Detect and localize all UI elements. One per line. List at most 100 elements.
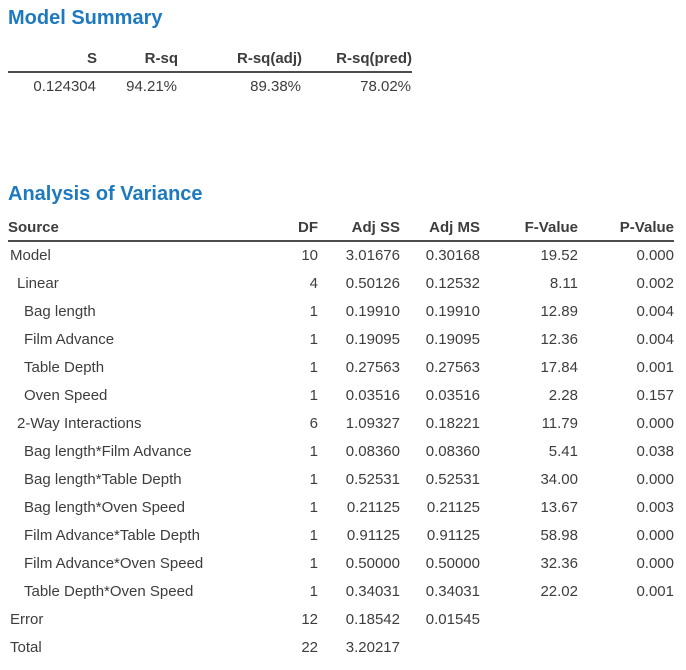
table-row: Film Advance 1 0.19095 0.19095 12.36 0.004 [8,326,674,354]
value-cell: 0.30168 [425,247,480,264]
value-cell: 58.98 [540,527,578,544]
column-header-source: Source [8,219,290,242]
anova-table-body: Model 10 3.01676 0.30168 19.52 0.000 Linear 4 0.… [8,241,674,662]
value-cell: 0.50126 [345,275,400,292]
value-cell: 0.000 [636,471,674,488]
value-cell: 1 [309,471,318,488]
source-cell: Bag length*Table Depth [24,471,182,488]
model-summary-table: S R-sq R-sq(adj) R-sq(pred) 0.124304 94.… [8,50,412,98]
source-cell: Model [10,247,51,264]
source-cell: Table Depth [24,359,105,376]
table-row: Bag length 1 0.19910 0.19910 12.89 0.004 [8,298,674,326]
value-cell: 22.02 [540,583,578,600]
value-cell: 0.000 [636,555,674,572]
value-cell [480,634,578,662]
value-cell: 0.50000 [425,555,480,572]
value-cell: 0.038 [636,443,674,460]
value-cell: 1 [309,303,318,320]
value-cell: 1 [309,499,318,516]
value-cell [480,606,578,634]
value-cell: 0.21125 [346,499,400,516]
value-cell: 1 [309,583,318,600]
value-cell: 1.09327 [345,415,400,432]
value-cell [400,634,480,662]
table-row: Model 10 3.01676 0.30168 19.52 0.000 [8,241,674,270]
value-cell: 6 [309,415,318,432]
value-cell: 1 [309,443,318,460]
column-header-p-value: P-Value [578,219,674,242]
value-cell: 4 [309,275,318,292]
value-cell: 10 [301,247,318,264]
value-cell: 32.36 [540,555,578,572]
value-cell: 0.27563 [425,359,480,376]
value-cell: 0.03516 [345,387,400,404]
source-cell: Film Advance*Table Depth [24,527,200,544]
table-row: 2-Way Interactions 6 1.09327 0.18221 11.79 0.… [8,410,674,438]
table-row: Film Advance*Oven Speed 1 0.50000 0.50000 32… [8,550,674,578]
value-cell: 0.52531 [425,471,480,488]
table-row: Bag length*Oven Speed 1 0.21125 0.21125 13.6… [8,494,674,522]
source-cell: Bag length [24,303,96,320]
value-cell: 0.003 [636,499,674,516]
value-cell: 1 [309,331,318,348]
value-cell: 34.00 [540,471,578,488]
value-cell: 22 [301,639,318,656]
value-cell: 12.89 [540,303,578,320]
value-cell: 5.41 [548,443,578,460]
value-cell: 0.19910 [425,303,480,320]
anova-table: Source DF Adj SS Adj MS F-Value P-Value … [8,219,674,662]
value-cell: 0.91125 [346,527,400,544]
value-cell: 0.18221 [425,415,480,432]
value-cell: 0.08360 [345,443,400,460]
table-row: Film Advance*Table Depth 1 0.91125 0.91125 5… [8,522,674,550]
value-cell: 11.79 [541,415,578,432]
value-cell: 19.52 [540,247,578,264]
value-cell: 0.34031 [345,583,400,600]
table-row: Oven Speed 1 0.03516 0.03516 2.28 0.157 [8,382,674,410]
value-cell: 0.03516 [425,387,480,404]
value-cell: 3.20217 [345,639,400,656]
value-cell: 0.08360 [425,443,480,460]
value-cell: 1 [309,359,318,376]
value-cell: 0.157 [636,387,674,404]
column-header-rsq-adj: R-sq(adj) [178,50,302,73]
model-summary-header-row: S R-sq R-sq(adj) R-sq(pred) [8,50,412,73]
value-cell: 0.19095 [425,331,480,348]
value-cell: 0.52531 [345,471,400,488]
column-header-adj-ms: Adj MS [400,219,480,242]
source-cell: Error [10,611,44,628]
value-cell: 0.19910 [345,303,400,320]
rsq-pred-value: 78.02% [360,78,411,95]
source-cell: Table Depth*Oven Speed [24,583,194,600]
table-row: Error 12 0.18542 0.01545 [8,606,674,634]
value-cell: 0.19095 [345,331,400,348]
value-cell: 0.000 [636,247,674,264]
value-cell: 1 [309,555,318,572]
value-cell: 3.01676 [345,247,400,264]
value-cell: 0.001 [636,583,674,600]
value-cell: 0.12532 [425,275,480,292]
value-cell: 12 [301,611,318,628]
value-cell: 0.18542 [345,611,400,628]
column-header-df: DF [290,219,318,242]
column-header-f-value: F-Value [480,219,578,242]
value-cell: 12.36 [540,331,578,348]
table-row: Bag length*Film Advance 1 0.08360 0.08360 5.… [8,438,674,466]
value-cell: 0.27563 [345,359,400,376]
value-cell: 1 [309,387,318,404]
column-header-rsq-pred: R-sq(pred) [302,50,412,73]
value-cell [578,634,674,662]
table-row: Linear 4 0.50126 0.12532 8.11 0.002 [8,270,674,298]
model-summary-value-row: 0.124304 94.21% 89.38% 78.02% [8,72,412,98]
value-cell: 0.000 [636,415,674,432]
source-cell: Linear [17,275,59,292]
source-cell: Total [10,639,42,656]
value-cell: 1 [309,527,318,544]
column-header-s: S [8,50,97,73]
value-cell [578,606,674,634]
rsq-adj-value: 89.38% [250,78,301,95]
value-cell: 0.01545 [425,611,480,628]
source-cell: Film Advance*Oven Speed [24,555,204,572]
anova-header-row: Source DF Adj SS Adj MS F-Value P-Value [8,219,674,242]
